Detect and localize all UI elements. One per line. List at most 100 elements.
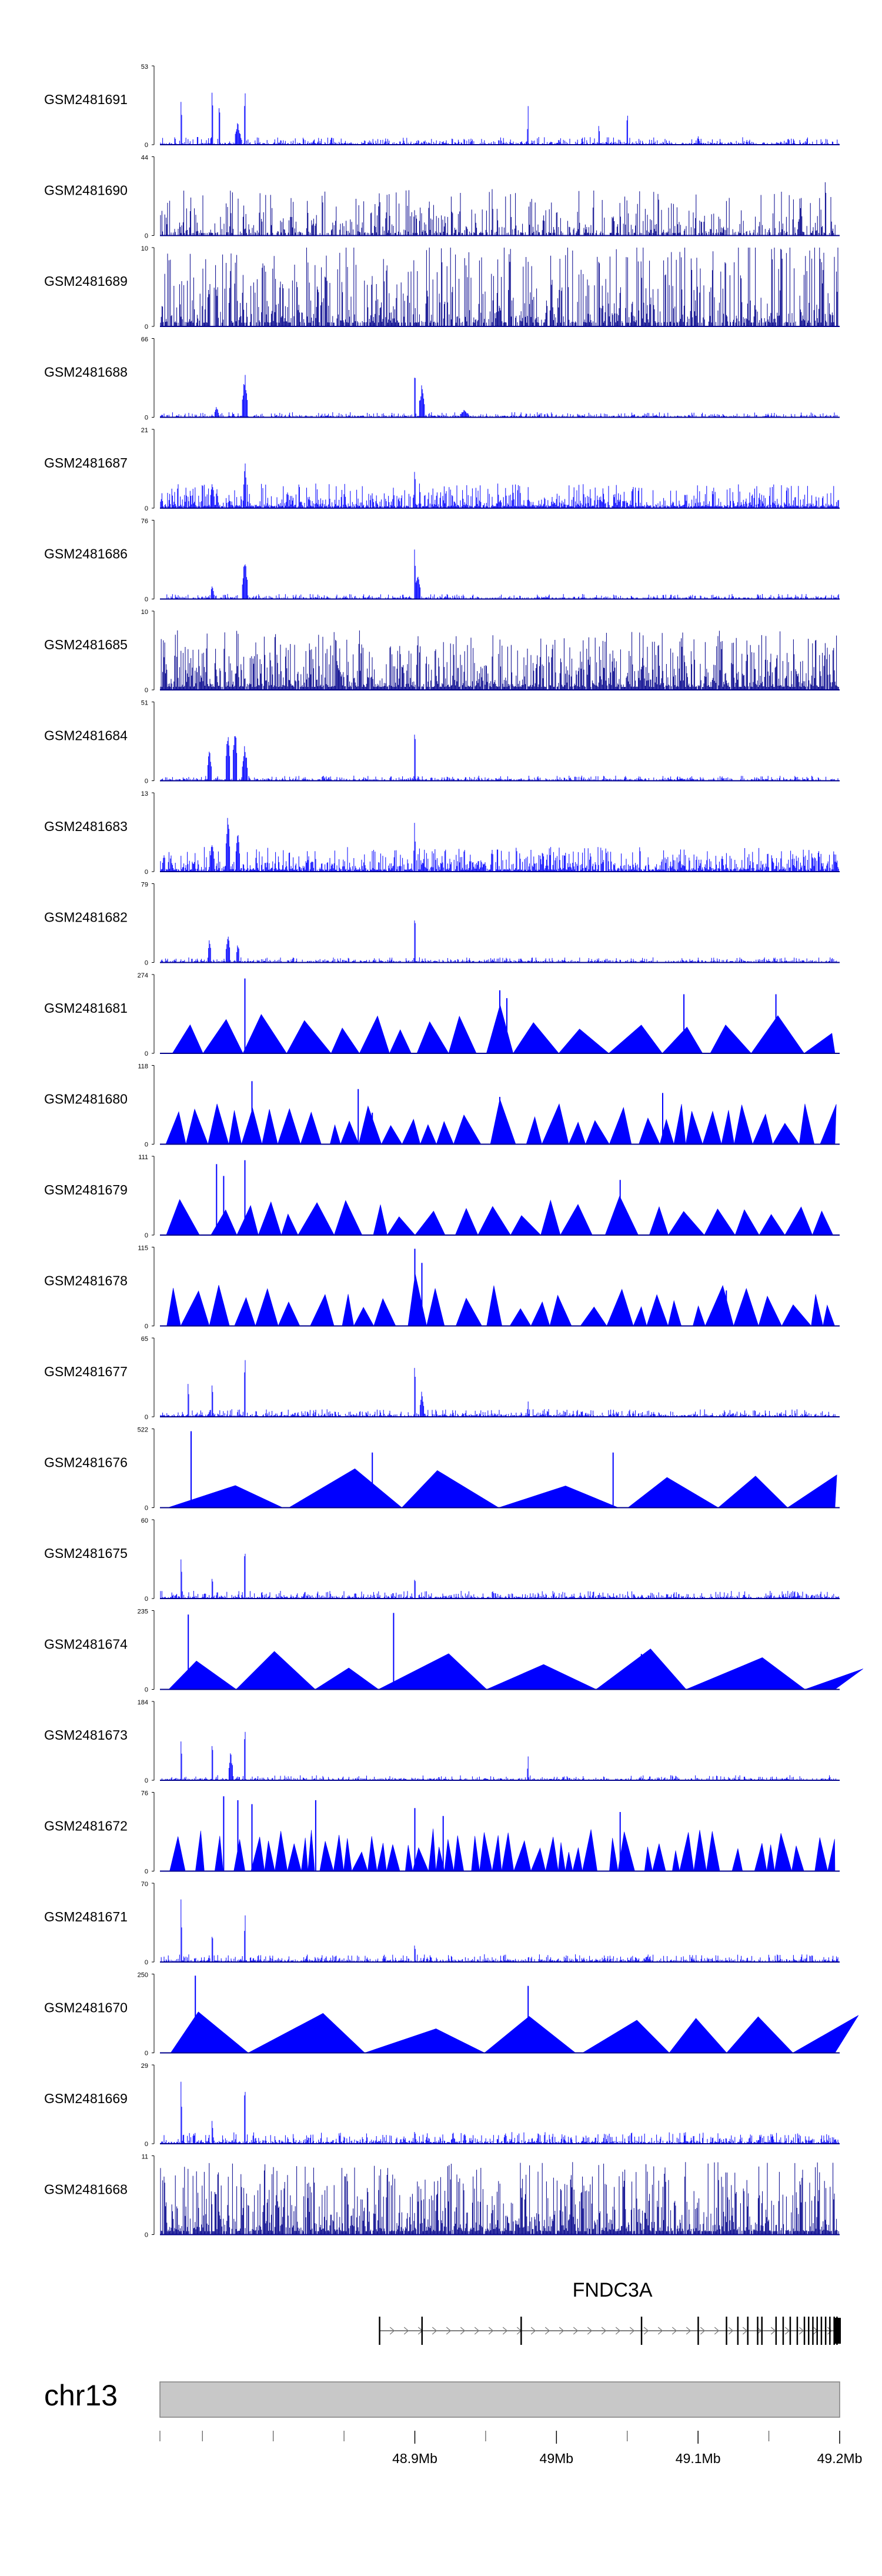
gene-strand-arrow — [573, 2327, 579, 2335]
track-label: GSM2481687 — [44, 455, 128, 471]
track-GSM2481674: GSM2481674 235 0 — [44, 1609, 863, 1694]
track-ymax-label: 21 — [141, 427, 148, 434]
gene-strand-arrow — [700, 2327, 706, 2335]
track-ymin-label: 0 — [145, 505, 148, 512]
track-label: GSM2481684 — [44, 728, 128, 743]
gene-strand-arrow — [403, 2327, 409, 2335]
gene-strand-arrow — [432, 2327, 437, 2335]
signal-tracks: GSM2481691530GSM2481690440GSM2481689100G… — [44, 64, 863, 2239]
track-signal — [160, 182, 836, 236]
track-ymax-label: 65 — [141, 1336, 148, 1343]
gene-strand-arrow — [559, 2327, 564, 2335]
track-GSM2481670: GSM2481670 250 0 — [44, 1972, 859, 2057]
gene-strand-arrow — [742, 2327, 748, 2335]
track-GSM2481675: GSM2481675 60 0 — [44, 1517, 840, 1603]
gene-exon — [812, 2317, 814, 2345]
track-ymin-label: 0 — [145, 2141, 148, 2148]
track-GSM2481671: GSM2481671 70 0 — [44, 1881, 840, 1966]
gene-exon — [820, 2317, 823, 2345]
gene-strand-arrow — [446, 2327, 452, 2335]
chromosome-label: chr13 — [44, 2379, 118, 2412]
track-ymin-label: 0 — [145, 2232, 148, 2239]
track-GSM2481687: GSM2481687 21 0 — [44, 427, 840, 512]
track-GSM2481669: GSM2481669 29 0 — [44, 2063, 840, 2148]
track-signal — [160, 1553, 839, 1599]
track-ymin-label: 0 — [145, 778, 148, 785]
track-ymax-label: 70 — [141, 1881, 148, 1888]
track-label: GSM2481681 — [44, 1000, 128, 1016]
track-GSM2481690: GSM2481690 44 0 — [44, 155, 840, 240]
track-signal — [168, 1468, 837, 1508]
track-ymax-label: 274 — [138, 972, 148, 979]
gene-label-fndc3a: FNDC3A — [573, 2279, 653, 2301]
track-GSM2481683: GSM2481683 13 0 — [44, 790, 840, 876]
track-ymin-label: 0 — [145, 596, 148, 603]
track-ymin-label: 0 — [145, 1777, 148, 1784]
gene-strand-arrow — [799, 2327, 804, 2335]
gene-strand-arrow — [502, 2327, 508, 2335]
axis-tick-label: 48.9Mb — [392, 2451, 437, 2466]
track-ymax-label: 79 — [141, 882, 148, 889]
axis-tick-label: 49.2Mb — [817, 2451, 863, 2466]
track-label: GSM2481690 — [44, 183, 128, 198]
track-label: GSM2481676 — [44, 1455, 128, 1470]
gene-exon — [737, 2317, 739, 2345]
track-ymax-label: 66 — [141, 336, 148, 343]
track-label: GSM2481677 — [44, 1364, 128, 1379]
gene-exon — [782, 2317, 784, 2345]
track-label: GSM2481680 — [44, 1092, 128, 1107]
gene-exon — [697, 2317, 699, 2345]
track-signal — [160, 817, 839, 872]
track-ymax-label: 235 — [138, 1609, 148, 1616]
track-label: GSM2481672 — [44, 1818, 128, 1834]
chromosome-ideogram — [159, 2381, 840, 2418]
track-ymax-label: 53 — [141, 64, 148, 71]
gene-strand-arrow — [544, 2327, 550, 2335]
track-label: GSM2481685 — [44, 637, 128, 652]
track-ymax-label: 118 — [138, 1063, 148, 1070]
gene-exon — [761, 2317, 763, 2345]
track-ymin-label: 0 — [145, 233, 148, 240]
gene-strand-arrow — [643, 2327, 649, 2335]
track-ymax-label: 115 — [138, 1245, 148, 1252]
track-ymin-label: 0 — [145, 1868, 148, 1876]
gene-exon — [816, 2317, 818, 2345]
track-signal — [160, 630, 839, 690]
track-ymax-label: 76 — [141, 518, 148, 525]
gene-strand-arrow — [389, 2327, 395, 2335]
track-GSM2481679: GSM2481679 111 0 — [44, 1154, 840, 1239]
track-GSM2481688: GSM2481688 66 0 — [44, 336, 840, 422]
track-ymax-label: 44 — [141, 155, 148, 162]
track-ymin-label: 0 — [145, 1050, 148, 1057]
gene-strand-arrow — [827, 2327, 833, 2335]
track-ymax-label: 10 — [141, 245, 148, 252]
gene-strand-arrow — [474, 2327, 480, 2335]
track-signal — [160, 2162, 839, 2235]
track-GSM2481672: GSM2481672 76 0 — [44, 1790, 840, 1876]
gene-cds-block — [834, 2318, 841, 2344]
track-ymin-label: 0 — [145, 2050, 148, 2057]
gene-exon — [757, 2317, 759, 2345]
track-ymax-label: 13 — [141, 790, 148, 798]
track-label: GSM2481683 — [44, 819, 128, 834]
track-label: GSM2481673 — [44, 1727, 128, 1743]
track-ymax-label: 11 — [142, 2154, 148, 2161]
track-label: GSM2481689 — [44, 273, 128, 289]
track-signal — [161, 1731, 836, 1780]
track-ymin-label: 0 — [145, 960, 148, 967]
genome-axis: chr13 48.9Mb 49Mb 49.1Mb 49.2Mb — [44, 2379, 862, 2466]
track-signal — [160, 463, 839, 508]
track-ymax-label: 522 — [138, 1427, 148, 1434]
gene-strand-arrow — [601, 2327, 607, 2335]
track-label: GSM2481671 — [44, 1909, 128, 1924]
gene-exon — [775, 2317, 777, 2345]
gene-track: FNDC3A — [379, 2279, 841, 2345]
gene-strand-arrow — [770, 2327, 776, 2335]
track-label: GSM2481688 — [44, 365, 128, 380]
gene-strand-arrow — [460, 2327, 466, 2335]
track-label: GSM2481682 — [44, 910, 128, 925]
track-ymin-label: 0 — [145, 415, 148, 422]
gene-strand-arrow — [671, 2327, 677, 2335]
track-ymin-label: 0 — [145, 687, 148, 694]
track-ymin-label: 0 — [145, 1323, 148, 1330]
